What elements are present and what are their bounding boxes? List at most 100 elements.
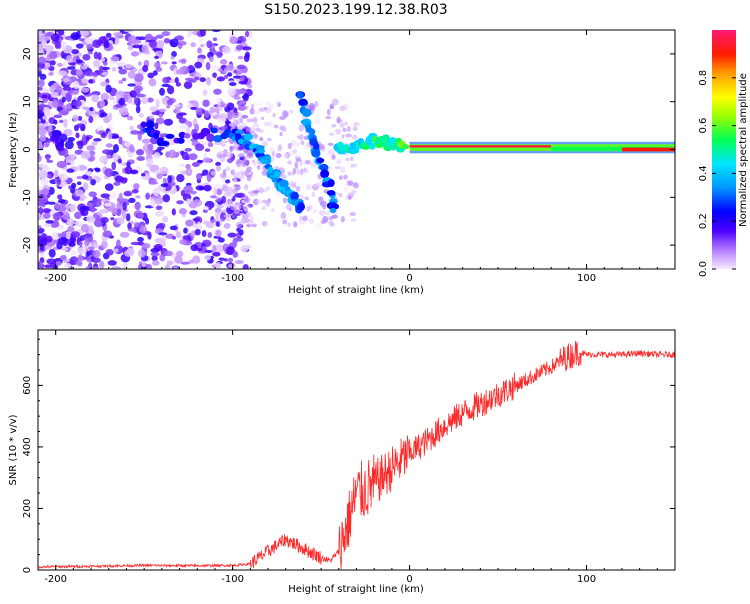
heatmap-speckle <box>201 230 207 238</box>
x-tick-label: 100 <box>577 574 596 585</box>
heatmap-speckle <box>57 62 63 67</box>
heatmap-speckle <box>57 199 66 204</box>
heatmap-speckle <box>64 204 73 208</box>
heatmap-speckle <box>66 66 76 70</box>
heatmap-speckle <box>319 200 327 207</box>
ridge-blob <box>349 147 360 154</box>
heatmap-speckle <box>78 241 83 247</box>
heatmap-speckle <box>81 87 90 93</box>
heatmap-speckle <box>216 105 223 111</box>
heatmap-speckle <box>62 86 72 91</box>
heatmap-speckle <box>232 114 238 119</box>
heatmap-speckle <box>147 72 155 79</box>
heatmap-speckle <box>118 80 124 84</box>
heatmap-speckle <box>117 158 122 164</box>
ridge-blob <box>308 128 316 136</box>
heatmap-speckle <box>257 102 263 106</box>
heatmap-speckle <box>351 189 357 195</box>
heatmap-speckle <box>225 187 233 196</box>
heatmap-speckle <box>231 214 236 219</box>
heatmap-speckle <box>107 130 113 140</box>
heatmap-speckle <box>216 114 223 119</box>
heatmap-speckle <box>86 43 93 50</box>
heatmap-speckle <box>180 58 187 64</box>
heatmap-speckle <box>256 164 261 170</box>
heatmap-speckle <box>229 146 233 153</box>
heatmap-speckle <box>76 59 83 64</box>
ridge-blob <box>212 135 223 143</box>
heatmap-speckle <box>111 266 121 269</box>
heatmap-speckle <box>347 195 352 201</box>
heatmap-speckle <box>129 125 134 131</box>
heatmap-speckle <box>112 98 118 106</box>
heatmap-speckle <box>142 64 149 73</box>
heatmap-speckle <box>38 67 42 72</box>
heatmap-speckle <box>167 175 172 184</box>
heatmap-speckle <box>93 138 102 142</box>
heatmap-speckle <box>57 237 68 245</box>
heatmap-speckle <box>210 170 216 176</box>
snr-y-label: SNR (10 * v/v) <box>8 414 19 485</box>
heatmap-speckle <box>133 183 140 190</box>
heatmap-speckle <box>159 166 169 175</box>
heatmap-speckle <box>94 168 101 173</box>
heatmap-speckle <box>152 47 162 51</box>
heatmap-speckle <box>345 133 352 138</box>
heatmap-speckle <box>53 114 63 119</box>
heatmap-speckle <box>93 51 99 60</box>
heatmap-speckle <box>207 142 214 148</box>
y-tick-label: 20 <box>22 48 33 61</box>
heatmap-speckle <box>322 205 326 210</box>
heatmap-speckle <box>160 183 169 188</box>
heatmap-speckle <box>100 208 107 213</box>
heatmap-speckle <box>44 108 51 117</box>
heatmap-speckle <box>58 119 64 124</box>
heatmap-speckle <box>227 257 234 263</box>
heatmap-speckle <box>214 210 220 218</box>
heatmap-speckle <box>206 40 213 49</box>
heatmap-speckle <box>38 122 47 127</box>
heatmap-speckle <box>267 198 272 203</box>
heatmap-speckle <box>139 225 148 234</box>
heatmap-speckle <box>224 74 229 79</box>
heatmap-speckle <box>252 190 260 194</box>
heatmap-speckle <box>317 143 325 150</box>
heatmap-speckle <box>343 174 348 180</box>
heatmap-speckle <box>88 191 97 198</box>
heatmap-speckle <box>43 223 52 227</box>
heatmap-speckle <box>135 105 141 114</box>
heatmap-speckle <box>212 72 217 78</box>
heatmap-speckle <box>221 195 227 204</box>
heatmap-speckle <box>271 207 275 213</box>
snr-x-label: Height of straight line (km) <box>288 584 424 595</box>
heatmap-speckle <box>138 36 146 41</box>
heatmap-speckle <box>129 169 139 175</box>
heatmap-speckle <box>350 218 357 222</box>
heatmap-speckle <box>101 240 108 249</box>
ridge-blob <box>369 142 376 150</box>
heatmap-speckle <box>48 124 53 132</box>
signal-band-mid <box>409 144 675 151</box>
heatmap-speckle <box>349 163 355 169</box>
spectrogram-x-ticks: -200 -100 0 100 <box>37 30 676 284</box>
x-tick-label: -100 <box>221 273 244 284</box>
heatmap-speckle <box>105 248 114 256</box>
figure-title: S150.2023.199.12.38.R03 <box>264 2 447 18</box>
heatmap-speckle <box>102 149 112 155</box>
heatmap-speckle <box>80 150 91 160</box>
heatmap-speckle <box>155 205 163 210</box>
heatmap-speckle <box>244 184 249 191</box>
heatmap-speckle <box>77 141 84 150</box>
heatmap-speckle <box>197 47 202 54</box>
heatmap-speckle <box>202 206 209 211</box>
heatmap-speckle <box>75 69 83 76</box>
heatmap-speckle <box>86 145 96 151</box>
heatmap-speckle <box>38 112 44 117</box>
heatmap-speckle <box>214 244 225 254</box>
heatmap-speckle <box>241 105 249 110</box>
heatmap-speckle <box>38 86 43 91</box>
heatmap-speckle <box>120 177 128 184</box>
heatmap-speckle <box>242 93 249 102</box>
x-tick-label: -100 <box>221 574 244 585</box>
heatmap-speckle <box>227 232 237 238</box>
